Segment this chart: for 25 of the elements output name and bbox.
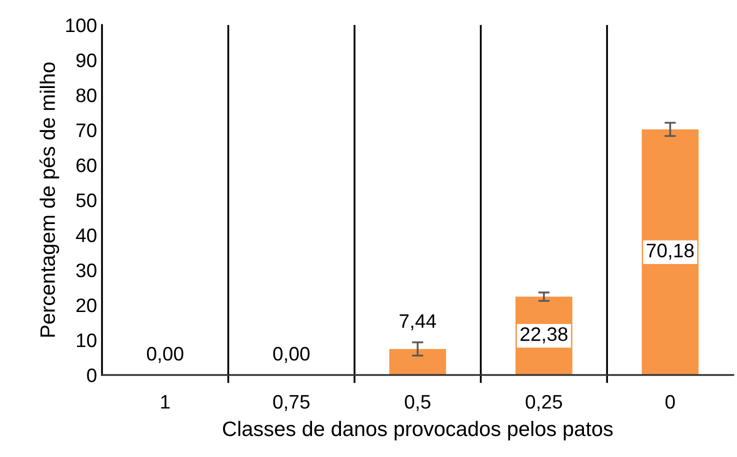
data-label: 70,18 [646, 244, 694, 260]
bar [389, 348, 446, 375]
x-tick-label: 0,5 [404, 394, 430, 412]
data-label: 0,00 [146, 346, 184, 363]
y-tick-label: 10 [76, 333, 96, 348]
y-tick-label: 70 [76, 123, 96, 138]
data-label: 0,00 [273, 346, 310, 363]
x-tick-label: 0 [666, 394, 675, 409]
data-label: 22,38 [520, 327, 568, 344]
y-tick-label: 90 [76, 53, 96, 68]
y-axis-title: Percentagem de pés de milho [39, 62, 60, 337]
x-tick-label: 0,25 [526, 394, 562, 412]
y-tick-label: 20 [76, 298, 96, 312]
y-tick-label: 0 [87, 368, 96, 382]
x-axis-title: Classes de danos provocados pelos patos [223, 420, 613, 440]
y-tick-label: 80 [76, 88, 96, 102]
y-tick-label: 100 [66, 18, 96, 32]
y-tick-label: 60 [76, 158, 96, 172]
x-tick-label: 1 [161, 395, 170, 409]
y-tick-label: 40 [76, 228, 96, 242]
x-tick-label: 0,75 [273, 394, 310, 412]
y-tick-label: 50 [76, 193, 96, 208]
y-tick-label: 30 [76, 263, 96, 278]
data-label: 7,44 [400, 314, 436, 330]
bar [642, 129, 699, 375]
